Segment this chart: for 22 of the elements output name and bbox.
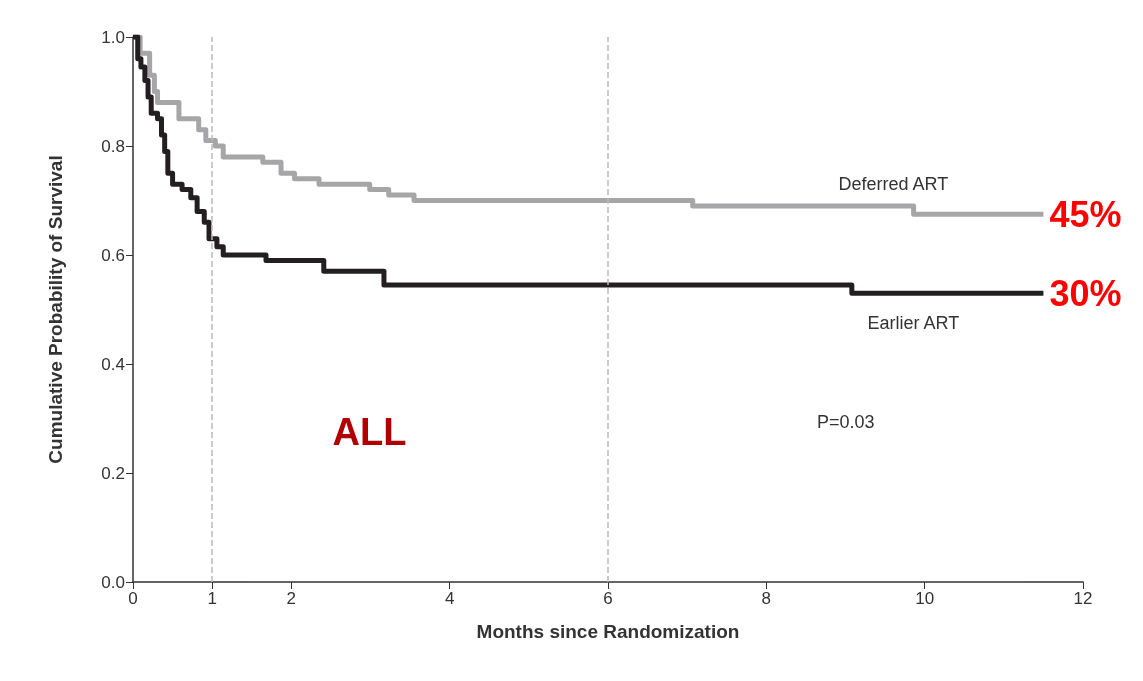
- annotation: P=0.03: [817, 412, 875, 433]
- series-label: Earlier ART: [867, 313, 960, 334]
- y-tick-label: 0.2: [101, 463, 125, 483]
- x-tick-label: 4: [444, 589, 455, 608]
- y-tick-label: 0.8: [101, 136, 125, 156]
- x-axis-title: Months since Randomization: [476, 621, 740, 642]
- y-axis-title: Cumulative Probability of Survival: [45, 155, 66, 464]
- x-tick-label: 10: [915, 589, 935, 608]
- x-tick-label: 0: [128, 589, 138, 608]
- x-tick-label: 1: [207, 589, 217, 608]
- y-tick-label: 0.4: [101, 354, 125, 374]
- x-tick-label: 6: [603, 589, 613, 608]
- y-tick-label: 1.0: [101, 27, 125, 47]
- x-tick-label: 8: [761, 589, 772, 608]
- x-tick-label: 12: [1073, 589, 1093, 608]
- annotation: 30%: [1049, 272, 1122, 314]
- annotation: ALL: [332, 411, 407, 454]
- x-tick-label: 2: [286, 589, 297, 608]
- annotation: 45%: [1049, 193, 1122, 235]
- y-tick-label: 0.0: [101, 572, 125, 592]
- series-label: Deferred ART: [838, 174, 949, 195]
- y-tick-label: 0.6: [101, 245, 125, 265]
